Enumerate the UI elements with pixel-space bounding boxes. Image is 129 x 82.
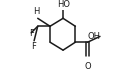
Text: HO: HO [57,0,70,9]
Text: F: F [29,29,34,38]
Text: F: F [31,42,36,51]
Text: O: O [84,62,91,71]
Text: H: H [33,7,39,16]
Text: OH: OH [88,32,101,41]
